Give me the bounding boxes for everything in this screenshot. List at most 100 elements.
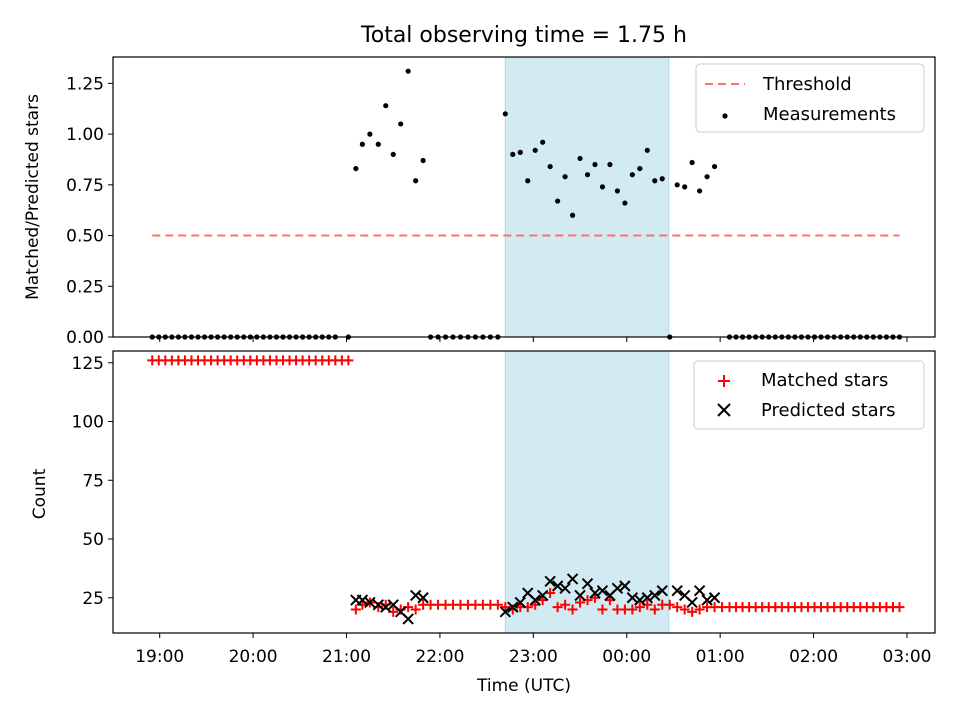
- bottom-x-tick-label: 22:00: [415, 647, 464, 667]
- predicted-star-marker: [566, 573, 579, 585]
- predicted-stars-points: [350, 573, 721, 625]
- bottom-y-tick-label: 100: [72, 413, 104, 433]
- predicted-star-marker: [551, 580, 564, 592]
- matched-star-marker: [627, 604, 638, 615]
- predicted-star-marker: [708, 592, 721, 604]
- top-panel: Total observing time = 1.75 h 0.000.250.…: [23, 23, 936, 348]
- predicted-star-marker: [581, 577, 594, 590]
- matched-star-marker: [672, 602, 683, 613]
- predicted-star-marker: [417, 592, 429, 604]
- measurement-point: [599, 184, 606, 190]
- measurement-point: [525, 178, 531, 184]
- measurement-point: [562, 174, 568, 180]
- top-legend-box: [695, 63, 925, 133]
- measurement-point: [413, 178, 419, 184]
- matched-star-marker: [567, 604, 578, 615]
- predicted-star-marker: [529, 594, 541, 606]
- bottom-x-tick-label: 02:00: [789, 647, 838, 667]
- predicted-star-marker: [596, 584, 609, 597]
- measurement-point: [592, 161, 598, 168]
- matched-star-marker: [687, 606, 698, 617]
- predicted-star-marker: [409, 589, 422, 602]
- matched-star-marker: [410, 604, 421, 615]
- predicted-star-marker: [507, 601, 519, 613]
- bottom-y-tick-label: 50: [82, 530, 104, 550]
- bottom-y-axis-label: Count: [30, 468, 50, 519]
- legend-threshold-label: Threshold: [762, 74, 852, 95]
- predicted-star-marker: [641, 592, 654, 604]
- matched-star-marker: [492, 599, 503, 610]
- matched-star-marker: [350, 604, 361, 615]
- bottom-x-tick-label: 03:00: [882, 647, 931, 667]
- predicted-star-marker: [686, 596, 698, 609]
- measurement-point: [367, 131, 373, 137]
- bottom-x-tick-label: 20:00: [229, 647, 278, 667]
- matched-star-marker: [694, 604, 705, 615]
- predicted-star-marker: [671, 584, 683, 597]
- bottom-x-axis: 19:00 20:00 21:00 22:00 23:00 00:00 01:00 02:00…: [135, 633, 931, 667]
- matched-star-marker: [552, 602, 563, 613]
- predicted-star-marker: [619, 580, 631, 592]
- predicted-star-marker: [536, 589, 549, 602]
- measurement-point: [607, 161, 613, 168]
- matched-star-marker: [597, 604, 608, 615]
- predicted-star-marker: [356, 594, 369, 606]
- matched-star-marker: [545, 588, 556, 599]
- measurement-point: [584, 172, 591, 178]
- measurement-point: [637, 165, 643, 172]
- predicted-star-marker: [364, 596, 376, 609]
- predicted-star-marker: [611, 582, 624, 595]
- matched-star-marker: [634, 602, 645, 613]
- measurement-point: [390, 151, 396, 157]
- predicted-star-marker: [544, 575, 556, 588]
- bottom-y-axis: 25 50 75 100 125: [72, 354, 113, 609]
- measurement-point: [629, 172, 635, 178]
- measurement-point: [644, 147, 650, 153]
- bottom-y-tick-label: 25: [82, 589, 104, 609]
- bottom-x-tick-label: 19:00: [135, 647, 184, 667]
- measurement-point: [652, 178, 658, 184]
- measurement-point: [689, 159, 695, 166]
- x-axis-label: Time (UTC): [476, 676, 571, 696]
- measurement-point: [622, 200, 628, 206]
- measurement-point: [383, 103, 389, 109]
- bottom-x-tick-label: 23:00: [509, 647, 558, 667]
- top-y-tick-label: 0.00: [66, 328, 104, 348]
- measurement-point: [674, 182, 680, 188]
- legend-predicted-swatch: [717, 403, 731, 417]
- matched-star-marker: [649, 604, 660, 615]
- measurement-point: [502, 111, 508, 117]
- top-y-axis-label: Matched/Predicted stars: [23, 94, 43, 300]
- measurement-point: [569, 212, 576, 218]
- top-highlight-rect: [504, 56, 670, 338]
- measurement-point: [547, 163, 553, 170]
- predicted-star-marker: [701, 594, 713, 606]
- legend-matched-swatch: [718, 375, 730, 387]
- top-y-tick-label: 0.75: [66, 176, 104, 196]
- predicted-star-marker: [372, 599, 384, 611]
- legend-measurements-label: Measurements: [763, 104, 896, 125]
- matched-star-marker: [343, 355, 354, 366]
- predicted-star-marker: [693, 584, 706, 597]
- predicted-star-marker: [574, 589, 586, 602]
- bottom-panel: 25 50 75 100 125 19:00 20:00 21:00 22:00 23:00 00…: [30, 350, 936, 696]
- measurement-point: [659, 176, 665, 182]
- measurement-point: [682, 184, 688, 190]
- predicted-star-marker: [656, 584, 668, 597]
- bottom-legend: Matched stars Predicted stars: [693, 360, 925, 430]
- bottom-y-tick-label: 125: [72, 354, 104, 374]
- matched-star-marker: [664, 599, 675, 610]
- legend-matched-label: Matched stars: [761, 370, 888, 391]
- measurement-point: [614, 188, 621, 194]
- top-y-tick-label: 1.25: [66, 74, 104, 94]
- bottom-highlight-span: [504, 350, 670, 634]
- predicted-star-marker: [634, 594, 646, 606]
- top-y-tick-label: 0.50: [66, 227, 104, 247]
- measurement-point: [398, 121, 404, 127]
- top-y-tick-label: 1.00: [66, 125, 104, 145]
- top-panel-title: Total observing time = 1.75 h: [360, 23, 687, 48]
- matched-star-marker: [560, 599, 571, 610]
- measurement-point: [697, 188, 703, 194]
- predicted-star-marker: [649, 589, 661, 602]
- bottom-x-tick-label: 00:00: [602, 647, 651, 667]
